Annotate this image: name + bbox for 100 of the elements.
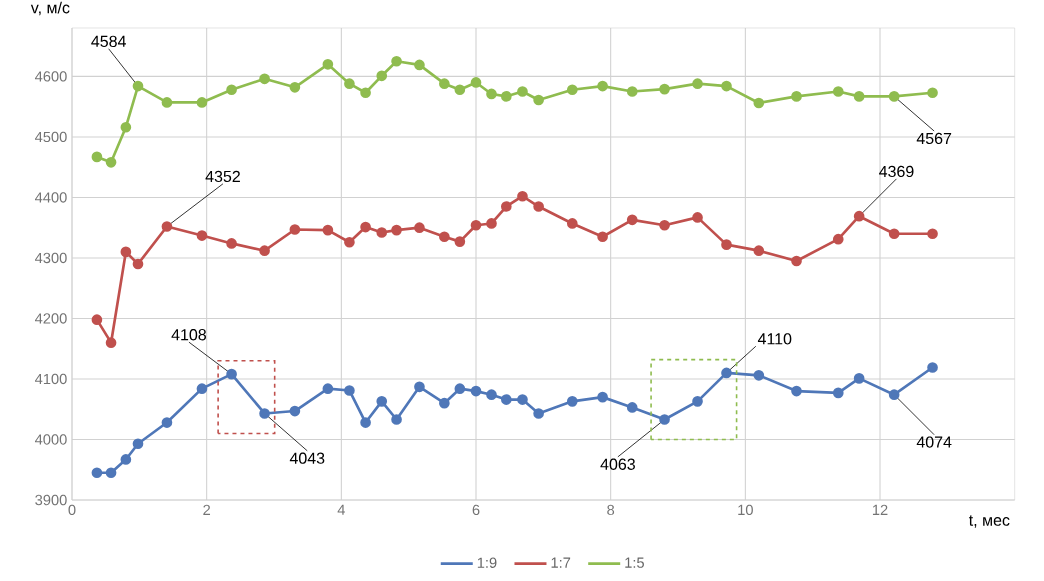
point <box>791 91 802 102</box>
point <box>853 373 865 384</box>
x-tick-label: 4 <box>337 504 345 515</box>
point <box>226 84 237 96</box>
point <box>105 157 117 168</box>
point <box>391 224 402 236</box>
point <box>533 94 544 106</box>
point <box>439 231 450 243</box>
point <box>120 246 132 258</box>
point <box>853 91 865 102</box>
x-tick-label: 0 <box>68 504 76 516</box>
y-tick-label: 4100 <box>35 373 67 385</box>
point <box>566 218 578 229</box>
point <box>132 80 144 92</box>
annotation: 4584 <box>91 35 126 48</box>
point <box>753 245 765 257</box>
point <box>566 396 578 407</box>
point <box>196 97 208 108</box>
legend-label: 1:7 <box>551 557 571 568</box>
y-tick-label: 4600 <box>35 71 67 82</box>
x-tick-label: 2 <box>203 504 211 515</box>
point <box>626 86 638 97</box>
point <box>597 391 608 403</box>
point <box>692 396 703 407</box>
point <box>91 467 103 479</box>
point <box>753 370 765 381</box>
point <box>832 387 844 399</box>
point <box>626 214 638 226</box>
point <box>344 385 355 396</box>
annotation: 4352 <box>205 170 240 183</box>
point <box>486 389 497 401</box>
point <box>791 385 802 397</box>
point <box>517 190 528 202</box>
point <box>161 417 173 428</box>
point <box>721 367 732 379</box>
point <box>500 201 512 212</box>
point <box>470 77 482 88</box>
legend-label: 1:5 <box>625 557 644 568</box>
point <box>439 78 450 90</box>
point <box>566 84 578 96</box>
point <box>196 230 208 241</box>
point <box>196 383 208 394</box>
point <box>791 255 802 267</box>
point <box>486 218 497 229</box>
x-axis-title: t, мес <box>968 515 1010 528</box>
point <box>414 222 425 234</box>
point <box>692 212 703 223</box>
point <box>414 381 425 393</box>
annotation: 4043 <box>289 452 325 464</box>
y-tick-label: 4200 <box>35 313 67 324</box>
annotation: 4369 <box>879 165 914 178</box>
point <box>105 337 117 349</box>
point <box>597 231 608 243</box>
point <box>105 467 117 479</box>
point <box>888 91 900 102</box>
point <box>597 80 608 92</box>
point <box>533 201 544 212</box>
point <box>161 97 173 108</box>
point <box>132 438 144 450</box>
point <box>322 58 334 70</box>
annotation: 4074 <box>916 436 952 448</box>
point <box>888 228 900 240</box>
y-tick-label: 4300 <box>35 252 67 264</box>
point <box>120 454 132 465</box>
point <box>721 239 732 250</box>
point <box>692 78 703 90</box>
point <box>391 414 402 425</box>
point <box>322 224 334 236</box>
point <box>454 383 466 394</box>
x-tick-label: 6 <box>472 504 480 516</box>
point <box>344 78 355 90</box>
point <box>259 408 270 419</box>
point <box>360 221 371 233</box>
point <box>753 97 765 109</box>
point <box>832 86 844 97</box>
point <box>927 362 938 373</box>
y-tick-label: 3900 <box>35 494 67 506</box>
point <box>132 258 144 270</box>
point <box>927 87 938 99</box>
point <box>517 394 528 405</box>
point <box>659 83 670 95</box>
point <box>853 210 865 222</box>
point <box>360 87 371 99</box>
point <box>439 397 450 409</box>
point <box>289 224 301 235</box>
x-tick-label: 8 <box>607 504 615 516</box>
point <box>226 368 237 380</box>
point <box>533 408 544 419</box>
point <box>289 81 301 93</box>
x-tick-label: 12 <box>872 504 888 515</box>
point <box>376 227 388 238</box>
point <box>289 405 301 417</box>
point <box>721 80 732 92</box>
point <box>376 70 388 82</box>
point <box>91 314 103 326</box>
y-tick-label: 4500 <box>35 131 67 143</box>
point <box>322 383 334 394</box>
point <box>626 402 638 413</box>
point <box>500 394 512 405</box>
y-tick-label: 4400 <box>35 192 67 203</box>
